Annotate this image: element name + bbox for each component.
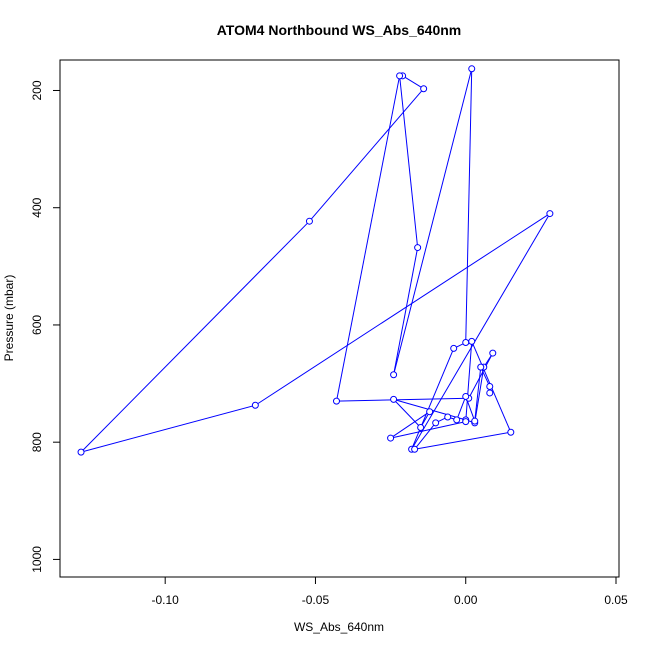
data-point bbox=[462, 392, 470, 400]
x-tick-label: -0.05 bbox=[302, 593, 330, 607]
series-segment bbox=[402, 75, 424, 90]
series-segment bbox=[390, 411, 430, 439]
y-tick-label: 200 bbox=[30, 80, 44, 100]
series-segment bbox=[336, 75, 401, 402]
series-segment bbox=[480, 366, 491, 387]
series-segment bbox=[474, 367, 482, 422]
series-segment bbox=[309, 88, 425, 222]
data-point bbox=[396, 72, 404, 80]
y-tick-label: 1000 bbox=[30, 546, 44, 573]
x-tick-label: 0.05 bbox=[604, 593, 628, 607]
series-segment bbox=[468, 352, 494, 399]
y-tick-label: 600 bbox=[30, 315, 44, 335]
series-segment bbox=[456, 396, 467, 421]
series-segment bbox=[474, 367, 485, 423]
data-point bbox=[77, 448, 85, 456]
data-point bbox=[411, 445, 419, 453]
chart-title: ATOM4 Northbound WS_Abs_640nm bbox=[217, 22, 462, 38]
data-point bbox=[489, 349, 497, 357]
data-point bbox=[420, 85, 428, 93]
data-point bbox=[387, 434, 395, 442]
x-tick-label: -0.10 bbox=[152, 593, 180, 607]
data-point bbox=[390, 371, 398, 379]
data-point bbox=[251, 401, 259, 409]
series-layer bbox=[77, 65, 554, 456]
data-point bbox=[390, 395, 398, 403]
series-segment bbox=[393, 247, 419, 375]
data-point bbox=[462, 418, 470, 426]
series-segment bbox=[414, 422, 437, 450]
x-tick-label: 0.00 bbox=[454, 593, 478, 607]
data-point bbox=[444, 413, 452, 421]
series-segment bbox=[390, 421, 466, 439]
y-axis-label: Pressure (mbar) bbox=[2, 275, 16, 362]
data-point bbox=[507, 428, 515, 436]
data-point bbox=[477, 363, 485, 371]
data-point bbox=[453, 416, 461, 424]
series-segment bbox=[465, 341, 473, 422]
data-point bbox=[332, 397, 340, 405]
plot-frame bbox=[59, 59, 620, 578]
series-segment bbox=[80, 404, 256, 453]
data-point bbox=[417, 424, 425, 432]
data-point bbox=[546, 210, 554, 218]
y-tick-label: 400 bbox=[30, 197, 44, 217]
data-point bbox=[414, 244, 422, 252]
series-segment bbox=[255, 213, 551, 406]
series-segment bbox=[414, 431, 511, 450]
x-axis: -0.10 -0.05 0.00 0.05 bbox=[152, 576, 628, 607]
data-point bbox=[432, 419, 440, 427]
data-point bbox=[468, 337, 476, 345]
data-point bbox=[305, 217, 313, 225]
series-segment bbox=[336, 397, 469, 402]
data-point bbox=[468, 65, 476, 73]
data-point bbox=[450, 344, 458, 352]
data-point bbox=[486, 382, 494, 390]
series-segment bbox=[465, 68, 473, 343]
series-segment bbox=[393, 399, 422, 428]
x-axis-label: WS_Abs_640nm bbox=[294, 620, 384, 634]
data-point bbox=[426, 408, 434, 416]
data-point bbox=[471, 417, 479, 425]
series-segment bbox=[393, 68, 473, 375]
series-segment bbox=[411, 213, 551, 450]
y-axis: 200 400 600 800 1000 bbox=[30, 80, 61, 573]
data-point bbox=[462, 339, 470, 347]
data-point bbox=[486, 389, 494, 397]
series-segment bbox=[80, 220, 310, 453]
y-tick-label: 800 bbox=[30, 432, 44, 452]
series-segment bbox=[399, 75, 419, 248]
